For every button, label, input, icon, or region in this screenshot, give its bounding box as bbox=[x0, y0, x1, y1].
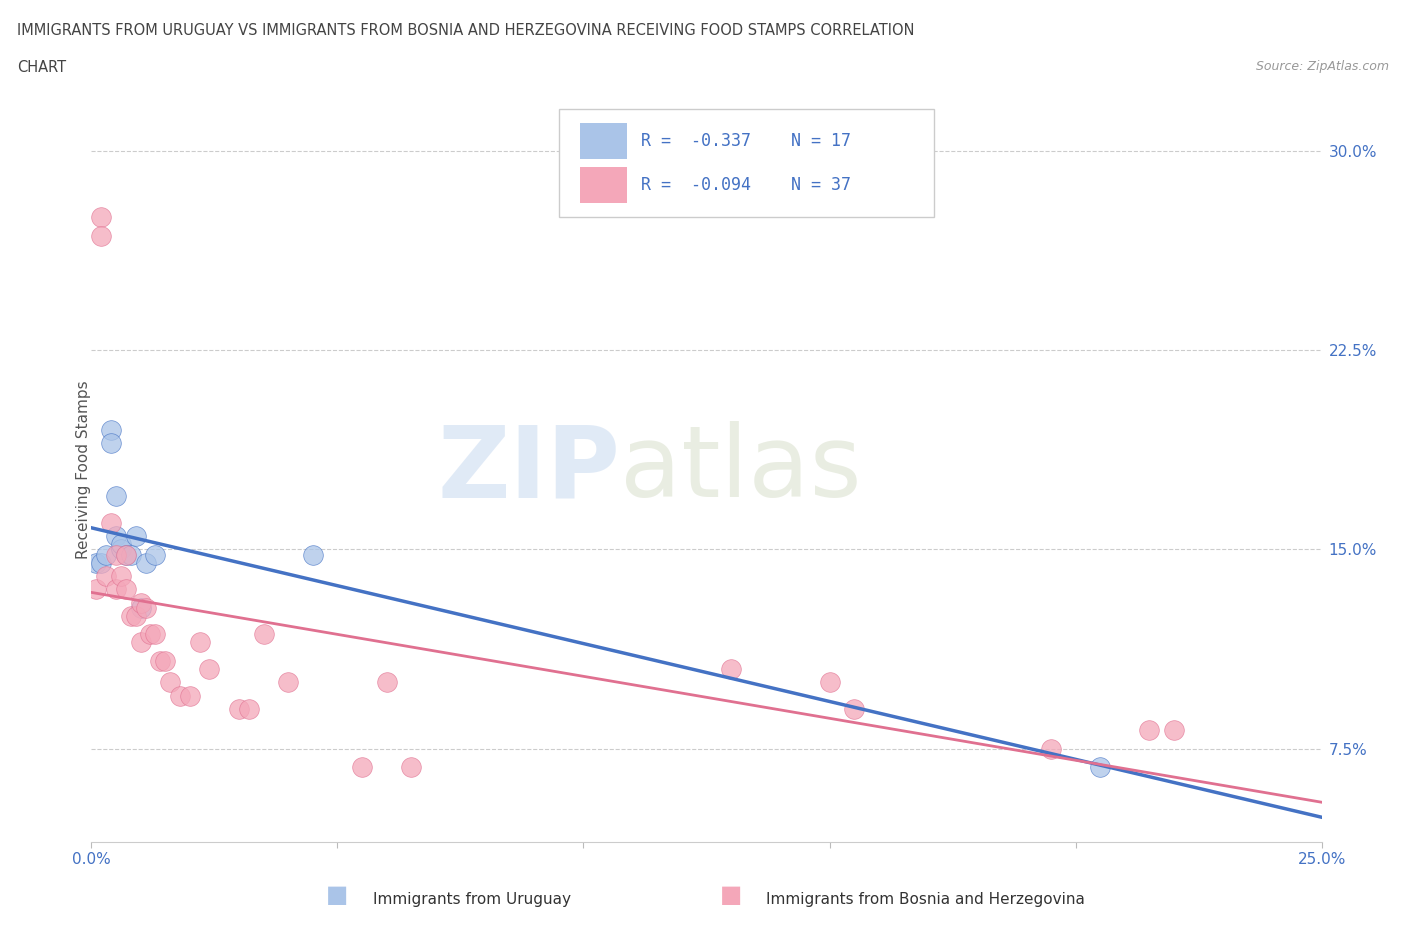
Point bbox=[120, 608, 142, 623]
Point bbox=[253, 627, 276, 642]
Point bbox=[90, 229, 112, 244]
Text: R =  -0.094    N = 37: R = -0.094 N = 37 bbox=[641, 176, 851, 193]
Point bbox=[129, 601, 152, 616]
Point bbox=[135, 601, 156, 616]
Point bbox=[105, 547, 127, 562]
Point bbox=[135, 555, 156, 570]
Point bbox=[110, 542, 132, 557]
Point bbox=[100, 422, 122, 437]
Point bbox=[1139, 723, 1161, 737]
FancyBboxPatch shape bbox=[579, 167, 627, 203]
Point bbox=[818, 675, 841, 690]
Point bbox=[100, 515, 122, 530]
Text: IMMIGRANTS FROM URUGUAY VS IMMIGRANTS FROM BOSNIA AND HERZEGOVINA RECEIVING FOOD: IMMIGRANTS FROM URUGUAY VS IMMIGRANTS FR… bbox=[17, 23, 914, 38]
Y-axis label: Receiving Food Stamps: Receiving Food Stamps bbox=[76, 380, 90, 559]
Point bbox=[105, 528, 127, 543]
Point bbox=[129, 635, 152, 650]
Point bbox=[124, 528, 146, 543]
Point bbox=[96, 547, 117, 562]
Point bbox=[1088, 760, 1111, 775]
Point bbox=[149, 654, 172, 669]
Point bbox=[153, 654, 177, 669]
Point bbox=[1039, 741, 1063, 756]
Point bbox=[90, 210, 112, 225]
Text: atlas: atlas bbox=[620, 421, 862, 518]
Text: Immigrants from Uruguay: Immigrants from Uruguay bbox=[373, 892, 571, 907]
Point bbox=[114, 582, 138, 597]
Text: ■: ■ bbox=[326, 883, 349, 907]
Point bbox=[114, 547, 138, 562]
Text: ZIP: ZIP bbox=[437, 421, 620, 518]
Point bbox=[110, 537, 132, 551]
Point bbox=[179, 688, 201, 703]
Point bbox=[169, 688, 191, 703]
Text: CHART: CHART bbox=[17, 60, 66, 75]
Point bbox=[720, 661, 742, 676]
Point bbox=[105, 582, 127, 597]
Point bbox=[100, 435, 122, 450]
Point bbox=[96, 568, 117, 583]
Point bbox=[159, 675, 181, 690]
Point bbox=[86, 582, 108, 597]
Text: Immigrants from Bosnia and Herzegovina: Immigrants from Bosnia and Herzegovina bbox=[766, 892, 1085, 907]
Point bbox=[145, 627, 166, 642]
Point bbox=[120, 547, 142, 562]
Point bbox=[399, 760, 422, 775]
Point bbox=[198, 661, 221, 676]
FancyBboxPatch shape bbox=[579, 123, 627, 158]
Point bbox=[277, 675, 299, 690]
Point bbox=[86, 555, 108, 570]
Point bbox=[145, 547, 166, 562]
FancyBboxPatch shape bbox=[558, 109, 934, 217]
Point bbox=[114, 547, 138, 562]
Point bbox=[228, 701, 250, 716]
Point bbox=[110, 568, 132, 583]
Text: Source: ZipAtlas.com: Source: ZipAtlas.com bbox=[1256, 60, 1389, 73]
Text: R =  -0.337    N = 17: R = -0.337 N = 17 bbox=[641, 132, 851, 150]
Point bbox=[105, 489, 127, 504]
Point bbox=[301, 547, 323, 562]
Point bbox=[188, 635, 211, 650]
Text: ■: ■ bbox=[720, 883, 742, 907]
Point bbox=[1163, 723, 1185, 737]
Point bbox=[352, 760, 374, 775]
Point bbox=[90, 555, 112, 570]
Point bbox=[238, 701, 260, 716]
Point bbox=[129, 595, 152, 610]
Point bbox=[375, 675, 398, 690]
Point bbox=[124, 608, 146, 623]
Point bbox=[139, 627, 162, 642]
Point bbox=[842, 701, 865, 716]
